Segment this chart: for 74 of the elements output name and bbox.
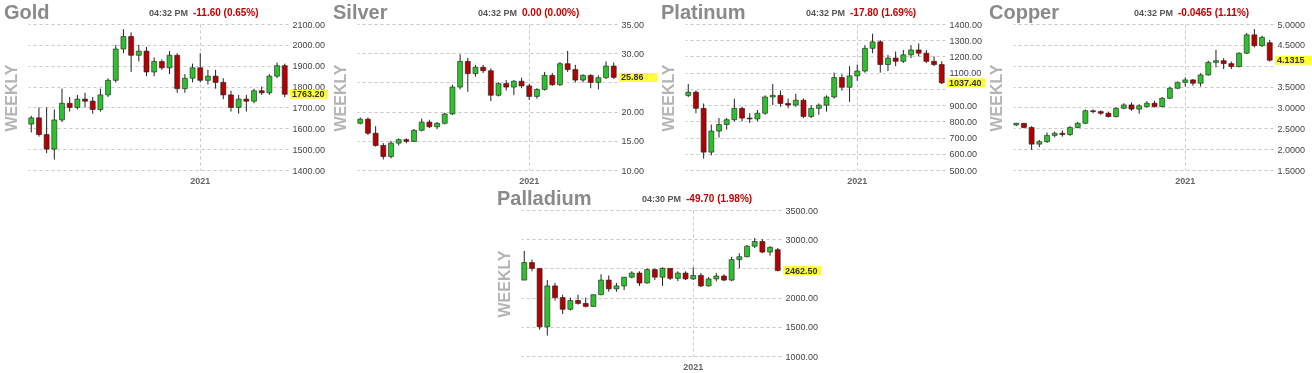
text: -11.60 (0.65%) bbox=[193, 7, 259, 18]
text: 04:32 PM bbox=[805, 8, 845, 18]
candlestick bbox=[1213, 49, 1219, 68]
y-tick-label: 35.00 bbox=[621, 19, 645, 30]
y-tick-label: 2.5000 bbox=[1277, 123, 1306, 134]
y-tick-label: 600.00 bbox=[949, 149, 978, 160]
text: 25.86 bbox=[621, 72, 644, 83]
y-tick-label: 2000.00 bbox=[292, 40, 326, 51]
text: 04:32 PM bbox=[477, 8, 517, 18]
candlestick bbox=[908, 44, 914, 59]
y-tick-label: 1500.00 bbox=[292, 144, 326, 155]
y-tick-label: 3500.00 bbox=[785, 205, 819, 216]
y-tick-label: 20.00 bbox=[621, 107, 645, 118]
text: -0.0465 (1.11%) bbox=[1178, 7, 1250, 18]
text: 1037.40 bbox=[949, 77, 982, 88]
y-tick-label: 2.0000 bbox=[1277, 144, 1306, 155]
chart-title: Copper bbox=[989, 1, 1060, 23]
text: -17.80 (1.69%) bbox=[850, 7, 917, 18]
text: 04:30 PM bbox=[641, 194, 681, 204]
candlestick bbox=[885, 54, 891, 72]
y-tick-label: 1100.00 bbox=[949, 68, 982, 79]
chart-title: Silver bbox=[333, 1, 388, 23]
y-tick-label: 500.00 bbox=[949, 165, 978, 176]
candlestick bbox=[228, 90, 234, 113]
y-tick-label: 1700.00 bbox=[292, 102, 326, 113]
y-tick-label: 1000.00 bbox=[785, 351, 819, 362]
y-tick-label: 1600.00 bbox=[292, 123, 326, 134]
text: 0.00 (0.00%) bbox=[522, 7, 580, 18]
y-tick-label: 2000.00 bbox=[785, 293, 819, 304]
y-tick-label: 1900.00 bbox=[292, 61, 326, 72]
y-tick-label: 3.5000 bbox=[1277, 82, 1306, 93]
candlestick bbox=[557, 61, 563, 87]
text: WEEKLY bbox=[660, 64, 677, 132]
y-tick-label: 30.00 bbox=[621, 48, 645, 59]
candlestick bbox=[575, 294, 581, 306]
y-tick-label: 800.00 bbox=[949, 116, 978, 127]
text: WEEKLY bbox=[3, 64, 20, 132]
chart-title: Platinum bbox=[661, 1, 746, 23]
x-tick-label: 2021 bbox=[847, 175, 868, 186]
y-tick-label: 2100.00 bbox=[292, 19, 326, 30]
x-tick-label: 2021 bbox=[519, 175, 540, 186]
text: 04:32 PM bbox=[1133, 8, 1173, 18]
candlestick bbox=[59, 88, 65, 123]
y-tick-label: 4.5000 bbox=[1277, 40, 1306, 51]
text: -49.70 (1.98%) bbox=[686, 193, 753, 204]
candlestick bbox=[521, 250, 528, 281]
candlestick bbox=[82, 92, 88, 108]
chart-title: Palladium bbox=[497, 187, 592, 209]
text: WEEKLY bbox=[988, 64, 1005, 132]
chart-title: Gold bbox=[4, 1, 50, 23]
x-tick-label: 2021 bbox=[190, 175, 211, 186]
x-tick-label: 2021 bbox=[1175, 175, 1196, 186]
y-tick-label: 1300.00 bbox=[949, 35, 983, 46]
candlestick bbox=[1266, 39, 1273, 63]
text: 2462.50 bbox=[785, 265, 818, 276]
y-tick-label: 1400.00 bbox=[292, 165, 326, 176]
y-tick-label: 5.0000 bbox=[1277, 19, 1306, 30]
candlestick bbox=[938, 60, 945, 85]
y-tick-label: 10.00 bbox=[621, 165, 645, 176]
y-tick-label: 3.0000 bbox=[1277, 102, 1306, 113]
y-tick-label: 1500.00 bbox=[785, 322, 819, 333]
text: 04:32 PM bbox=[148, 8, 188, 18]
y-tick-label: 700.00 bbox=[949, 133, 978, 144]
y-tick-label: 1400.00 bbox=[949, 19, 983, 30]
text: WEEKLY bbox=[496, 250, 513, 318]
y-tick-label: 900.00 bbox=[949, 100, 978, 111]
text: 4.1315 bbox=[1277, 55, 1305, 66]
y-tick-label: 3000.00 bbox=[785, 234, 819, 245]
y-tick-label: 15.00 bbox=[621, 136, 645, 147]
candlestick bbox=[716, 117, 722, 139]
y-tick-label: 1200.00 bbox=[949, 51, 983, 62]
x-tick-label: 2021 bbox=[683, 361, 704, 372]
y-tick-label: 1.5000 bbox=[1277, 165, 1306, 176]
text: WEEKLY bbox=[332, 64, 349, 132]
